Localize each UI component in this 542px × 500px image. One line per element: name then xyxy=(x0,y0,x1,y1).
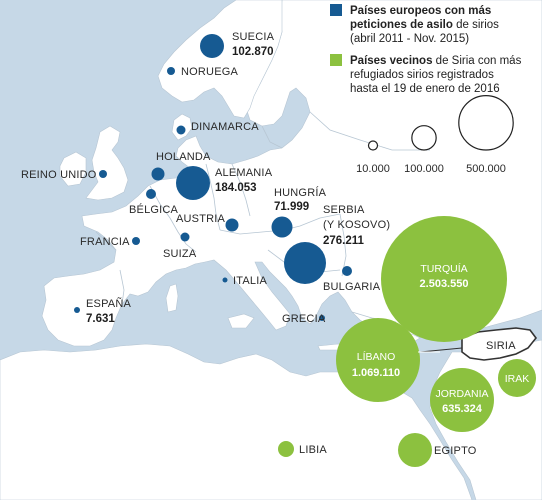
marker-francia[interactable] xyxy=(132,237,140,245)
label-austria: AUSTRIA xyxy=(176,213,226,225)
legend-europe-period: (abril 2011 - Nov. 2015) xyxy=(350,33,469,45)
label-irak: IRAK xyxy=(505,373,530,385)
europe-markers xyxy=(74,34,352,321)
label-libia: LIBIA xyxy=(299,444,327,456)
legend-neighbor-line2: refugiados sirios registrados xyxy=(350,69,494,81)
label-reino-unido: REINO UNIDO xyxy=(21,169,97,181)
label-espana: ESPAÑA xyxy=(86,297,131,310)
label-belgica: BÉLGICA xyxy=(129,203,179,216)
legend-europe-line2: peticiones de asilo de sirios xyxy=(350,19,499,31)
label-libano: LÍBANO xyxy=(357,350,396,363)
scale-label-2: 500.000 xyxy=(466,163,506,175)
europe-labels: SUECIA 102.870 NORUEGA DINAMARCA HOLANDA… xyxy=(21,31,390,325)
label-serbia-2: (Y KOSOVO) xyxy=(323,219,390,231)
label-hungria: HUNGRÍA xyxy=(274,186,327,199)
legend-europe-suffix: de sirios xyxy=(453,19,499,31)
sicily xyxy=(227,313,255,329)
scale-circle-2 xyxy=(458,95,514,151)
neighbor-markers xyxy=(278,216,536,467)
marker-italia[interactable] xyxy=(222,277,228,283)
sardinia xyxy=(165,283,179,313)
value-alemania: 184.053 xyxy=(215,182,257,194)
value-jordania: 635.324 xyxy=(442,403,483,415)
label-grecia: GRECIA xyxy=(282,313,326,325)
label-noruega: NORUEGA xyxy=(181,66,238,78)
marker-suecia[interactable] xyxy=(200,34,224,58)
legend-swatch-europe xyxy=(330,4,342,16)
label-serbia: SERBIA xyxy=(323,204,365,216)
legend-neighbor-suffix: de Siria con más xyxy=(432,55,521,67)
value-espana: 7.631 xyxy=(86,313,115,325)
marker-libano[interactable] xyxy=(336,318,420,402)
scale-circle-1 xyxy=(411,125,437,151)
legend-europe-title-2: peticiones de asilo xyxy=(350,19,453,31)
marker-reino-unido[interactable] xyxy=(99,170,107,178)
scandinavia xyxy=(157,0,283,119)
marker-noruega[interactable] xyxy=(167,67,175,75)
label-siria: SIRIA xyxy=(486,340,516,352)
marker-austria[interactable] xyxy=(225,218,239,232)
marker-holanda[interactable] xyxy=(151,167,165,181)
label-dinamarca: DINAMARCA xyxy=(191,121,259,133)
label-suiza: SUIZA xyxy=(163,248,197,260)
marker-grecia[interactable] xyxy=(319,315,325,321)
marker-libia[interactable] xyxy=(278,441,294,457)
neighbor-labels: TURQUÍA 2.503.550 LÍBANO 1.069.110 JORDA… xyxy=(299,262,529,457)
value-suecia: 102.870 xyxy=(232,46,274,58)
legend-neighbor-title: Países vecinos xyxy=(350,55,432,67)
label-turquia: TURQUÍA xyxy=(420,262,467,275)
legend-europe-line1: Países europeos con más xyxy=(350,5,491,17)
legend: Países europeos con más peticiones de as… xyxy=(330,4,522,175)
marker-irak[interactable] xyxy=(498,359,536,397)
size-scale: 10.000 100.000 500.000 xyxy=(356,95,514,175)
marker-suiza[interactable] xyxy=(180,232,190,242)
marker-jordania[interactable] xyxy=(430,368,494,432)
marker-espana[interactable] xyxy=(74,307,80,313)
marker-belgica[interactable] xyxy=(146,189,156,199)
label-egipto: EGIPTO xyxy=(434,445,477,457)
marker-serbia[interactable] xyxy=(284,242,326,284)
label-holanda: HOLANDA xyxy=(156,151,211,163)
value-turquia: 2.503.550 xyxy=(420,278,469,290)
value-libano: 1.069.110 xyxy=(352,367,400,379)
legend-europe-title: Países europeos con más xyxy=(350,5,491,17)
label-jordania: JORDANIA xyxy=(435,388,488,400)
ireland xyxy=(59,151,87,187)
value-serbia: 276.211 xyxy=(323,235,365,247)
label-italia: ITALIA xyxy=(233,275,267,287)
value-hungria: 71.999 xyxy=(274,201,309,213)
label-alemania: ALEMANIA xyxy=(215,167,273,179)
scale-label-0: 10.000 xyxy=(356,163,390,175)
legend-swatch-neighbor xyxy=(330,54,342,66)
marker-egipto[interactable] xyxy=(398,433,432,467)
legend-neighbor-line3: hasta el 19 de enero de 2016 xyxy=(350,83,500,95)
label-bulgaria: BULGARIA xyxy=(323,281,381,293)
scale-label-1: 100.000 xyxy=(404,163,444,175)
syria-outline xyxy=(461,327,538,361)
scale-circle-0 xyxy=(367,140,379,151)
label-francia: FRANCIA xyxy=(80,236,130,248)
great-britain xyxy=(85,125,129,201)
legend-neighbor-line1: Países vecinos de Siria con más xyxy=(350,55,522,67)
marker-dinamarca[interactable] xyxy=(176,125,186,135)
marker-alemania[interactable] xyxy=(176,166,210,200)
syria-leader xyxy=(419,347,463,353)
label-suecia: SUECIA xyxy=(232,31,275,43)
marker-bulgaria[interactable] xyxy=(342,266,352,276)
marker-hungria[interactable] xyxy=(271,216,293,238)
marker-turquia[interactable] xyxy=(381,216,507,342)
